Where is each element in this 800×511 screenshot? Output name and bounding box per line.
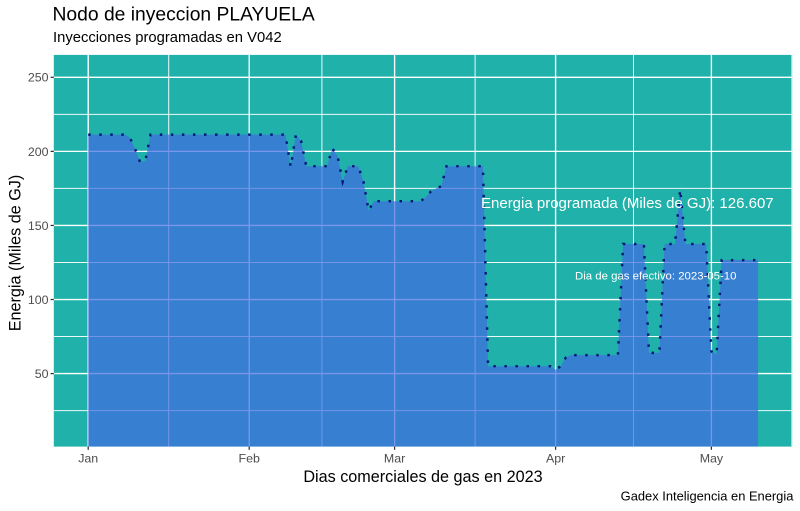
svg-text:Energia (Miles de GJ): Energia (Miles de GJ)	[7, 175, 25, 332]
svg-text:Dia de gas efectivo: 2023-05-1: Dia de gas efectivo: 2023-05-10	[575, 271, 736, 283]
svg-text:Jan: Jan	[78, 451, 98, 465]
svg-text:Apr: Apr	[546, 451, 565, 465]
svg-text:Energia programada (Miles de G: Energia programada (Miles de GJ): 126.60…	[481, 195, 774, 212]
svg-text:Feb: Feb	[239, 451, 260, 465]
svg-text:250: 250	[28, 71, 49, 85]
svg-text:150: 150	[28, 219, 49, 233]
svg-text:200: 200	[28, 145, 49, 159]
svg-text:Nodo de inyeccion PLAYUELA: Nodo de inyeccion PLAYUELA	[53, 5, 315, 26]
svg-text:Gadex Inteligencia en Energia: Gadex Inteligencia en Energia	[621, 489, 795, 504]
svg-text:May: May	[700, 451, 724, 465]
svg-text:Dias comerciales de gas en 202: Dias comerciales de gas en 2023	[303, 468, 542, 486]
svg-text:Inyecciones programadas en V04: Inyecciones programadas en V042	[53, 30, 282, 46]
svg-text:Mar: Mar	[384, 451, 405, 465]
svg-text:100: 100	[28, 293, 49, 307]
svg-text:50: 50	[35, 367, 49, 381]
